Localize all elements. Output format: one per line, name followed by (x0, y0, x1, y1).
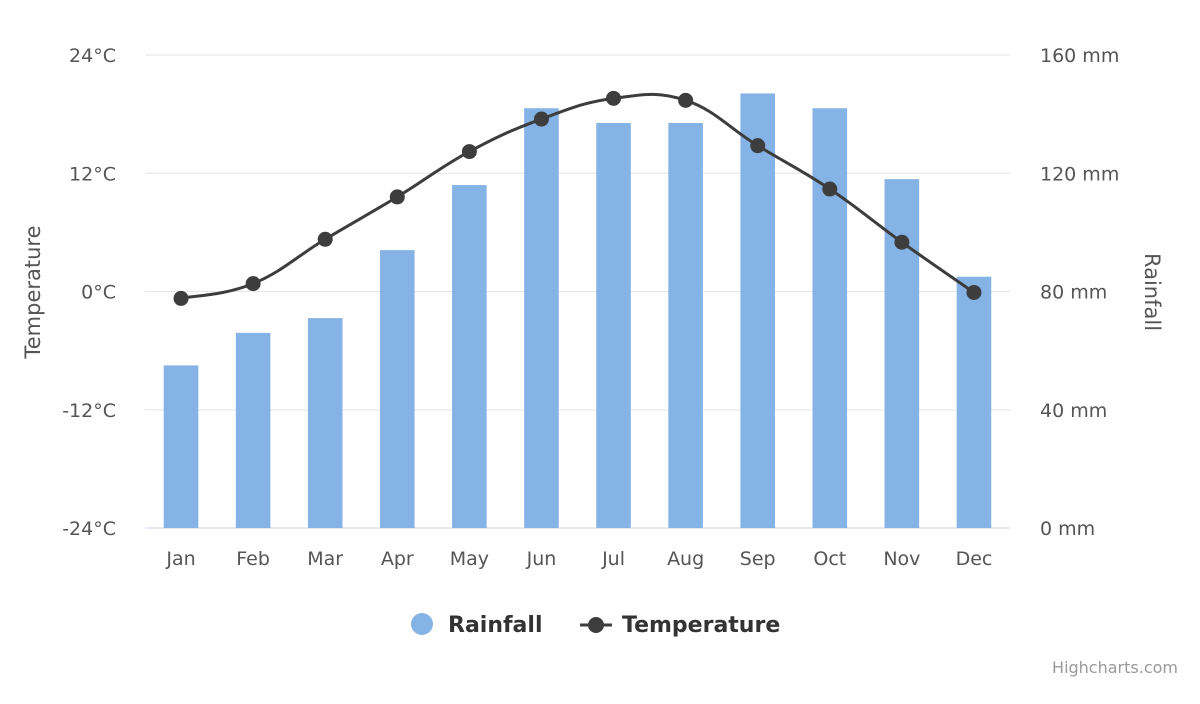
credits-link[interactable]: Highcharts.com (1052, 658, 1178, 677)
temperature-point[interactable] (966, 284, 982, 300)
temperature-line[interactable] (173, 90, 982, 306)
x-tick-label: Feb (236, 548, 270, 570)
x-tick-label: Apr (381, 548, 414, 570)
temperature-point[interactable] (678, 92, 694, 108)
temperature-point[interactable] (173, 290, 189, 306)
temperature-point[interactable] (822, 181, 838, 197)
legend-item-rainfall[interactable]: Rainfall (411, 613, 543, 638)
left-tick-label: 12°C (69, 163, 116, 185)
rainfall-bar[interactable] (668, 122, 703, 529)
x-tick-label: Nov (883, 548, 920, 570)
x-axis-ticks: Jan Feb Mar Apr May Jun Jul Aug Sep Oct Nov Dec (165, 548, 992, 570)
right-axis-title: Rainfall (1140, 253, 1164, 331)
left-tick-label: 0°C (81, 282, 116, 304)
rainfall-bar[interactable] (524, 108, 559, 529)
x-tick-label: Jul (601, 548, 625, 570)
legend-rainfall-label: Rainfall (448, 613, 543, 638)
grid-lines (145, 54, 1010, 529)
legend-temperature-marker (588, 617, 604, 633)
x-tick-label: Aug (667, 548, 704, 570)
x-tick-label: Dec (956, 548, 993, 570)
legend: Rainfall Temperature (411, 613, 780, 638)
temperature-point[interactable] (389, 189, 405, 205)
temperature-point[interactable] (750, 138, 766, 154)
left-tick-label: -12°C (62, 400, 116, 422)
x-tick-label: Sep (740, 548, 776, 570)
rainfall-bar[interactable] (596, 122, 631, 529)
rainfall-bars[interactable] (163, 93, 992, 529)
x-tick-label: Jan (165, 548, 195, 570)
rainfall-bar[interactable] (235, 332, 271, 528)
rainfall-bar[interactable] (379, 250, 415, 529)
legend-item-temperature[interactable]: Temperature (580, 613, 780, 638)
x-tick-label: Jun (526, 548, 557, 570)
temperature-series-line[interactable] (180, 92, 975, 300)
x-tick-label: May (450, 548, 489, 570)
rainfall-bar[interactable] (956, 276, 992, 528)
rainfall-bar[interactable] (740, 93, 776, 529)
right-tick-label: 160 mm (1040, 45, 1119, 67)
temperature-point[interactable] (533, 111, 549, 127)
legend-rainfall-swatch (411, 613, 433, 635)
rainfall-bar[interactable] (163, 365, 199, 528)
temperature-point[interactable] (317, 231, 333, 247)
right-tick-label: 40 mm (1040, 400, 1107, 422)
right-tick-label: 0 mm (1040, 518, 1095, 540)
rainfall-bar[interactable] (307, 318, 343, 528)
x-tick-label: Oct (813, 548, 846, 570)
temperature-point[interactable] (894, 234, 910, 250)
right-tick-label: 80 mm (1040, 282, 1107, 304)
rainfall-bar[interactable] (812, 108, 848, 529)
legend-temperature-label: Temperature (622, 613, 780, 638)
x-tick-label: Mar (307, 548, 343, 570)
temperature-point[interactable] (245, 276, 261, 292)
right-axis-ticks: 160 mm 120 mm 80 mm 40 mm 0 mm (1040, 45, 1119, 540)
left-tick-label: -24°C (62, 518, 116, 540)
right-tick-label: 120 mm (1040, 163, 1119, 185)
left-axis-ticks: 24°C 12°C 0°C -12°C -24°C (62, 45, 116, 540)
rainfall-bar[interactable] (452, 185, 487, 528)
left-tick-label: 24°C (69, 45, 116, 67)
temperature-point[interactable] (461, 144, 477, 160)
temperature-point[interactable] (606, 90, 622, 106)
left-axis-title: Temperature (21, 225, 45, 359)
